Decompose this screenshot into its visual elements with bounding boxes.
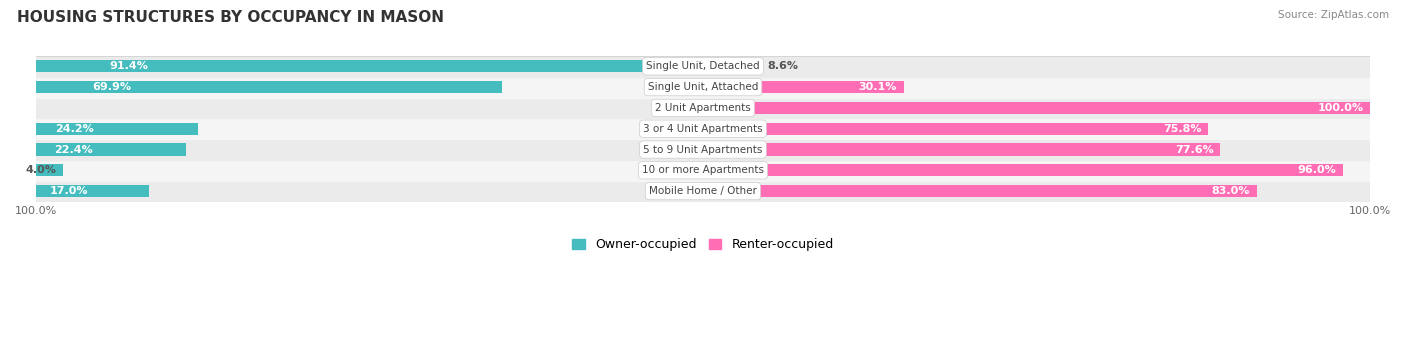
Text: 4.0%: 4.0%: [25, 165, 56, 175]
Bar: [703, 185, 1257, 197]
Text: 77.6%: 77.6%: [1175, 145, 1213, 154]
Text: 2 Unit Apartments: 2 Unit Apartments: [655, 103, 751, 113]
Legend: Owner-occupied, Renter-occupied: Owner-occupied, Renter-occupied: [568, 233, 838, 256]
Bar: [703, 144, 1220, 155]
Bar: [37, 181, 1369, 202]
Bar: [703, 81, 904, 93]
Text: 17.0%: 17.0%: [49, 186, 89, 196]
Bar: [703, 123, 1209, 135]
Text: Mobile Home / Other: Mobile Home / Other: [650, 186, 756, 196]
Bar: [37, 56, 1369, 77]
Text: Source: ZipAtlas.com: Source: ZipAtlas.com: [1278, 10, 1389, 20]
Text: 100.0%: 100.0%: [1317, 103, 1364, 113]
Bar: [703, 164, 1343, 176]
Text: Single Unit, Detached: Single Unit, Detached: [647, 61, 759, 71]
Bar: [37, 139, 1369, 160]
Text: 83.0%: 83.0%: [1212, 186, 1250, 196]
Bar: [37, 185, 149, 197]
Text: 8.6%: 8.6%: [768, 61, 799, 71]
Bar: [37, 144, 186, 155]
Text: 30.1%: 30.1%: [859, 82, 897, 92]
Bar: [703, 60, 761, 72]
Text: HOUSING STRUCTURES BY OCCUPANCY IN MASON: HOUSING STRUCTURES BY OCCUPANCY IN MASON: [17, 10, 444, 25]
Bar: [37, 164, 63, 176]
Bar: [37, 160, 1369, 181]
Text: 75.8%: 75.8%: [1163, 124, 1202, 134]
Text: 69.9%: 69.9%: [91, 82, 131, 92]
Bar: [37, 98, 1369, 118]
Text: 3 or 4 Unit Apartments: 3 or 4 Unit Apartments: [643, 124, 763, 134]
Text: 22.4%: 22.4%: [53, 145, 93, 154]
Text: 0.0%: 0.0%: [665, 103, 696, 113]
Text: 96.0%: 96.0%: [1298, 165, 1337, 175]
Bar: [37, 60, 645, 72]
Text: Single Unit, Attached: Single Unit, Attached: [648, 82, 758, 92]
Text: 91.4%: 91.4%: [110, 61, 148, 71]
Text: 24.2%: 24.2%: [55, 124, 94, 134]
Bar: [37, 77, 1369, 98]
Bar: [703, 102, 1369, 114]
Bar: [37, 81, 502, 93]
Bar: [37, 118, 1369, 139]
Text: 5 to 9 Unit Apartments: 5 to 9 Unit Apartments: [644, 145, 762, 154]
Bar: [37, 123, 197, 135]
Text: 10 or more Apartments: 10 or more Apartments: [643, 165, 763, 175]
